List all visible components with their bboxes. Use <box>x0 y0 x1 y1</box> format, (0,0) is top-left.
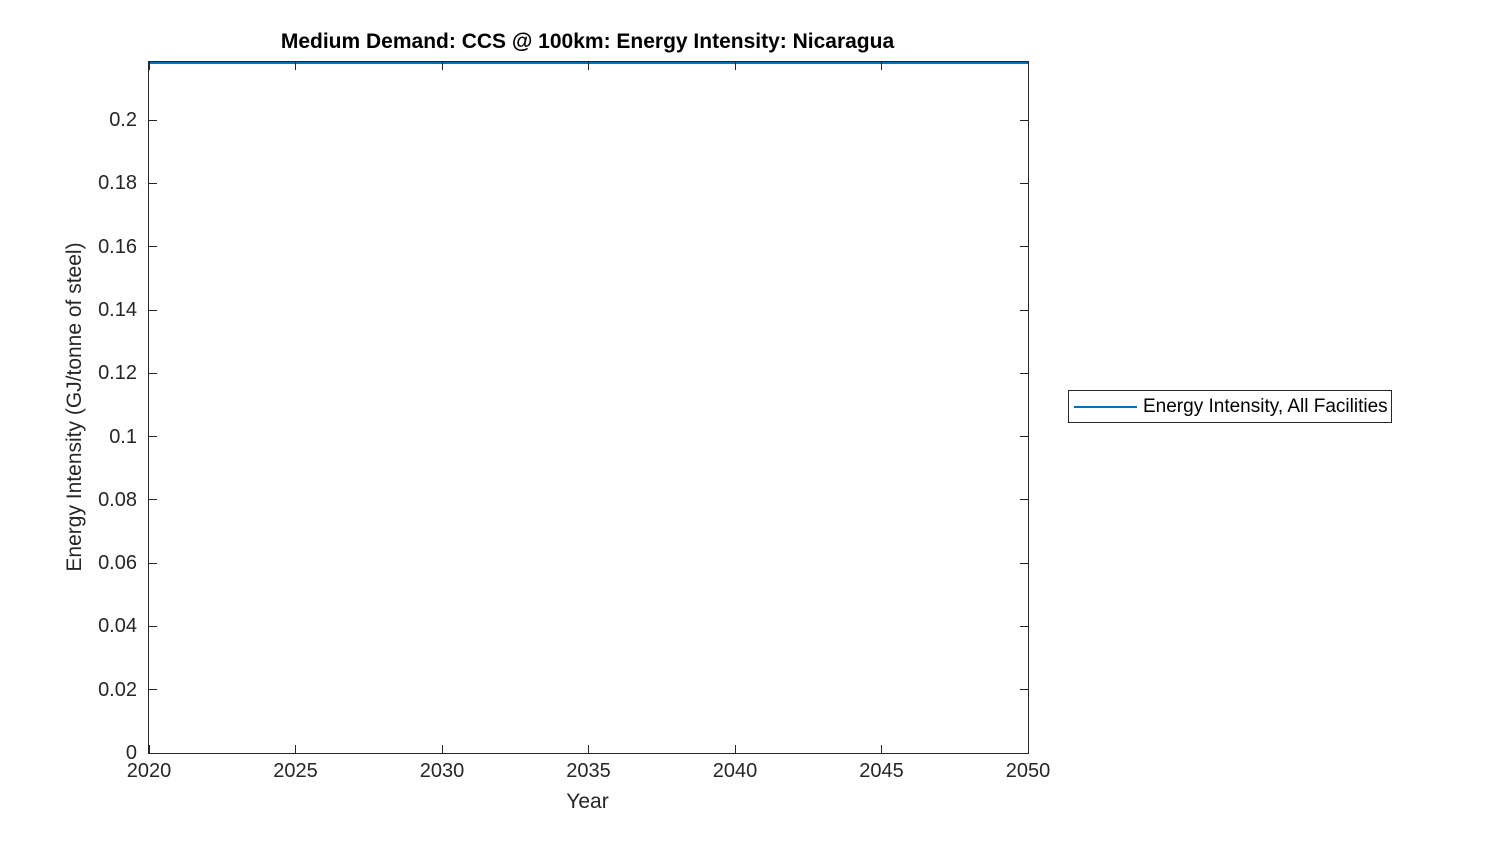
x-tick-mark-top <box>881 62 882 70</box>
x-tick-label: 2050 <box>1005 760 1051 782</box>
y-tick-mark <box>149 752 157 754</box>
y-tick-label: 0.1 <box>109 425 137 448</box>
y-tick-label: 0.08 <box>98 488 137 511</box>
legend-entry-label: Energy Intensity, All Facilities <box>1143 395 1388 417</box>
y-tick-mark <box>149 689 157 691</box>
y-tick-label: 0.2 <box>109 109 137 132</box>
x-tick-label: 2020 <box>126 760 172 782</box>
legend-line-sample <box>1074 405 1137 408</box>
x-tick-mark <box>295 745 296 753</box>
y-tick-label: 0.16 <box>98 235 137 258</box>
y-tick-mark <box>149 562 157 564</box>
y-tick-mark-right <box>1020 752 1028 754</box>
y-tick-label: 0.02 <box>98 678 137 701</box>
y-axis-label: Energy Intensity (GJ/tonne of steel) <box>63 242 86 572</box>
x-tick-mark <box>1027 745 1029 753</box>
y-tick-mark-right <box>1020 246 1028 248</box>
x-tick-mark <box>588 745 589 753</box>
x-tick-label: 2025 <box>273 760 318 782</box>
y-tick-label: 0.18 <box>98 172 137 195</box>
y-tick-mark-right <box>1020 625 1028 627</box>
plot-area: 0 0.02 0.04 0.06 0.08 0.1 0.12 0.14 0.16 0.18 0.2 2… <box>98 61 1050 781</box>
y-tick-label: 0.12 <box>98 362 137 385</box>
x-tick-mark-top <box>441 62 443 70</box>
y-tick-label: 0.06 <box>98 552 137 575</box>
y-tick-mark-right <box>1020 499 1028 501</box>
y-tick-label: 0.04 <box>98 615 137 638</box>
legend: Energy Intensity, All Facilities <box>1068 390 1392 423</box>
x-tick-label: 2030 <box>419 760 465 782</box>
y-tick-mark-right <box>1020 689 1028 691</box>
x-tick-label: 2045 <box>859 760 904 782</box>
y-tick-mark-right <box>1020 309 1028 311</box>
y-tick-mark-right <box>1020 372 1028 374</box>
y-tick-mark-right <box>1020 562 1028 564</box>
x-tick-mark-top <box>1027 62 1029 70</box>
y-tick-label: 0 <box>125 742 137 764</box>
y-tick-label: 0.14 <box>98 299 137 322</box>
chart-title: Medium Demand: CCS @ 100km: Energy Inten… <box>280 30 895 53</box>
y-tick-mark <box>149 372 157 374</box>
y-tick-mark-right <box>1020 182 1028 184</box>
x-tick-mark <box>441 745 443 753</box>
y-tick-mark <box>149 625 157 627</box>
x-tick-mark <box>734 745 736 753</box>
y-tick-mark-right <box>1020 119 1028 121</box>
y-tick-mark <box>149 436 157 438</box>
y-tick-mark <box>149 499 157 501</box>
x-tick-label: 2035 <box>566 760 611 782</box>
x-tick-mark <box>881 745 882 753</box>
y-tick-mark <box>149 182 157 184</box>
x-tick-mark-top <box>734 62 736 70</box>
x-tick-mark-top <box>148 62 150 70</box>
x-axis-label: Year <box>566 790 609 813</box>
x-tick-label: 2040 <box>712 760 758 782</box>
y-tick-mark <box>149 119 157 121</box>
x-tick-mark-top <box>295 62 296 70</box>
x-tick-mark <box>148 745 150 753</box>
y-tick-mark <box>149 309 157 311</box>
x-tick-mark-top <box>588 62 589 70</box>
y-tick-mark <box>149 246 157 248</box>
y-tick-mark-right <box>1020 436 1028 438</box>
